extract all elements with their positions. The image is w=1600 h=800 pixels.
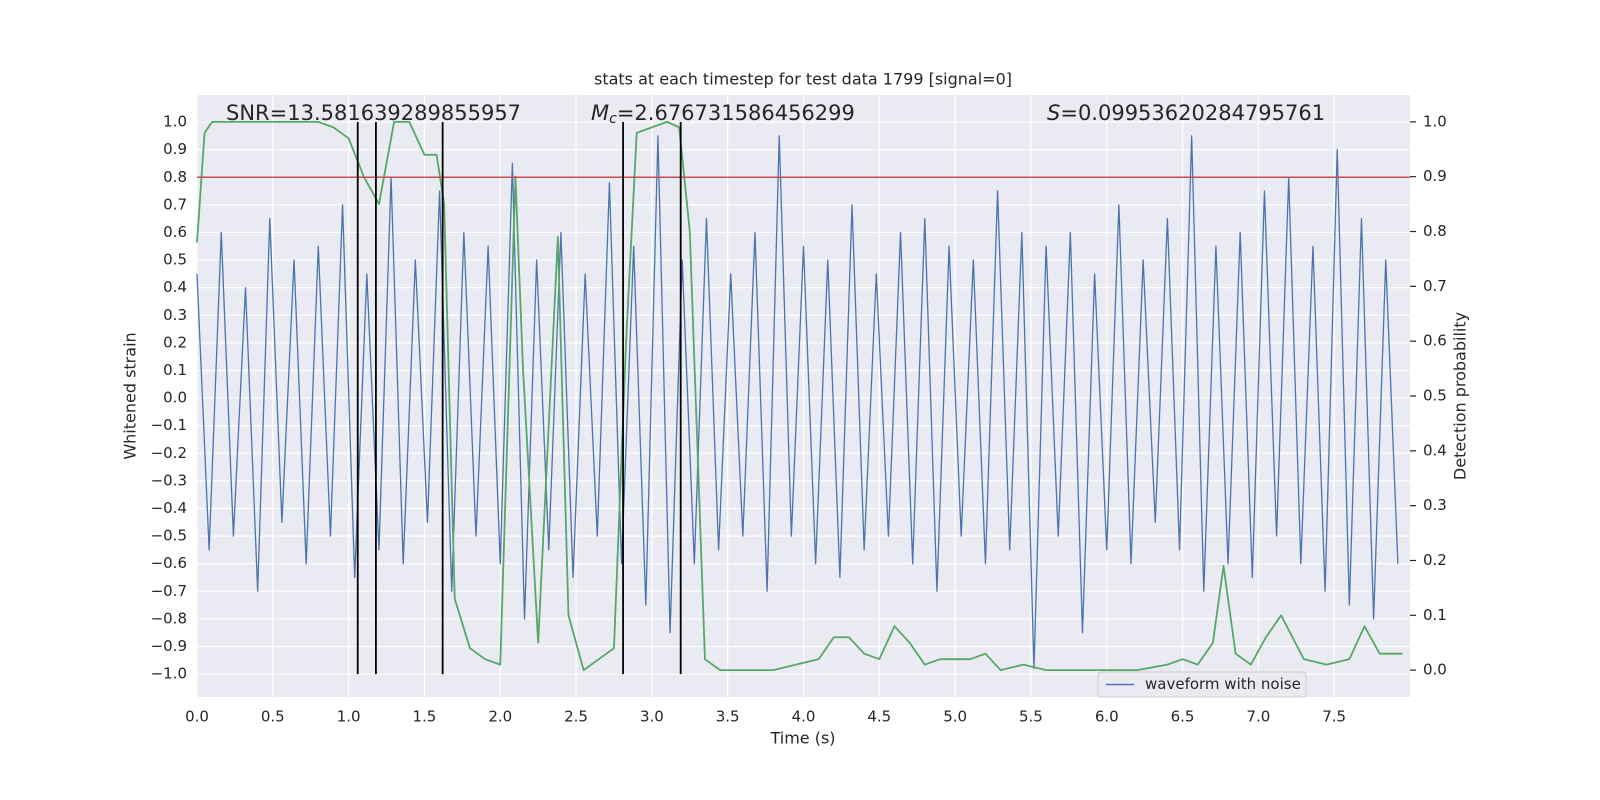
y2-tick-label: 0.6	[1423, 332, 1447, 350]
x-tick-label: 0.0	[185, 708, 209, 726]
y-tick-label: 0.1	[163, 361, 187, 379]
x-tick-label: 3.0	[640, 708, 664, 726]
y-tick-label: 0.7	[163, 195, 187, 213]
annotation: Mc=2.676731586456299	[591, 101, 855, 127]
y2-tick-label: 0.7	[1423, 277, 1447, 295]
y2-tick-label: 0.3	[1423, 496, 1447, 514]
series-line	[196, 120, 1403, 672]
x-tick-label: 0.5	[261, 708, 285, 726]
y-tick-label: −0.1	[151, 416, 187, 434]
annotation-symbol: M	[591, 101, 609, 125]
y-tick-label: 1.0	[163, 113, 187, 131]
y2-tick-label: 0.4	[1423, 441, 1447, 459]
y-tick-label: −0.2	[151, 444, 187, 462]
y-tick-label: −0.5	[151, 527, 187, 545]
x-tick-label: 1.0	[337, 708, 361, 726]
annotation-value: =0.09953620284795761	[1060, 101, 1325, 125]
y-tick-label: −0.8	[151, 609, 187, 627]
x-axis-label: Time (s)	[769, 729, 835, 748]
y-tick-label: 0.5	[163, 251, 187, 269]
y2-tick-label: 0.5	[1423, 387, 1447, 405]
y-tick-label: 0.4	[163, 278, 187, 296]
annotation-symbol: S	[1047, 101, 1060, 125]
legend-box	[1097, 671, 1307, 698]
y-tick-label: −0.7	[151, 582, 187, 600]
y-axis-label: Whitened strain	[121, 332, 140, 459]
y2-tick-label: 0.1	[1423, 606, 1447, 624]
y-tick-label: −0.9	[151, 637, 187, 655]
x-tick-label: 1.5	[413, 708, 437, 726]
y-tick-label: −0.6	[151, 554, 187, 572]
y2-tick-label: 0.0	[1423, 661, 1447, 679]
x-tick-label: 5.0	[943, 708, 967, 726]
y2-tick-label: 0.2	[1423, 551, 1447, 569]
x-tick-label: 4.0	[792, 708, 816, 726]
x-tick-label: 3.5	[716, 708, 740, 726]
legend-label: waveform with noise	[1145, 675, 1301, 693]
x-tick-label: 2.5	[564, 708, 588, 726]
x-tick-label: 7.5	[1322, 708, 1346, 726]
x-tick-label: 2.0	[488, 708, 512, 726]
chart-title: stats at each timestep for test data 179…	[594, 70, 1012, 89]
y2-axis-label: Detection probability	[1451, 312, 1470, 480]
y2-tick-label: 0.8	[1423, 222, 1447, 240]
x-tick-label: 4.5	[867, 708, 891, 726]
x-tick-label: 7.0	[1246, 708, 1270, 726]
y-tick-label: −0.3	[151, 471, 187, 489]
y-tick-label: −0.4	[151, 499, 187, 517]
annotation: SNR=13.581639289855957	[226, 101, 521, 125]
annotation: S=0.09953620284795761	[1047, 101, 1325, 125]
marks	[196, 120, 1410, 675]
annotation-subscript: c	[609, 111, 617, 127]
x-tick-label: 6.0	[1095, 708, 1119, 726]
x-tick-label: 6.5	[1171, 708, 1195, 726]
y-tick-label: 0.3	[163, 306, 187, 324]
y2-tick-label: 1.0	[1423, 112, 1447, 130]
y-tick-label: 0.8	[163, 168, 187, 186]
legend: waveform with noise	[1097, 671, 1307, 698]
annotation-value: =2.676731586456299	[617, 101, 855, 125]
y-tick-label: 0.0	[163, 389, 187, 407]
y-tick-label: −1.0	[151, 665, 187, 683]
y-tick-label: 0.2	[163, 333, 187, 351]
series-line	[196, 135, 1399, 670]
x-tick-label: 5.5	[1019, 708, 1043, 726]
y2-tick-label: 0.9	[1423, 167, 1447, 185]
y-tick-label: 0.6	[163, 223, 187, 241]
y-tick-label: 0.9	[163, 140, 187, 158]
